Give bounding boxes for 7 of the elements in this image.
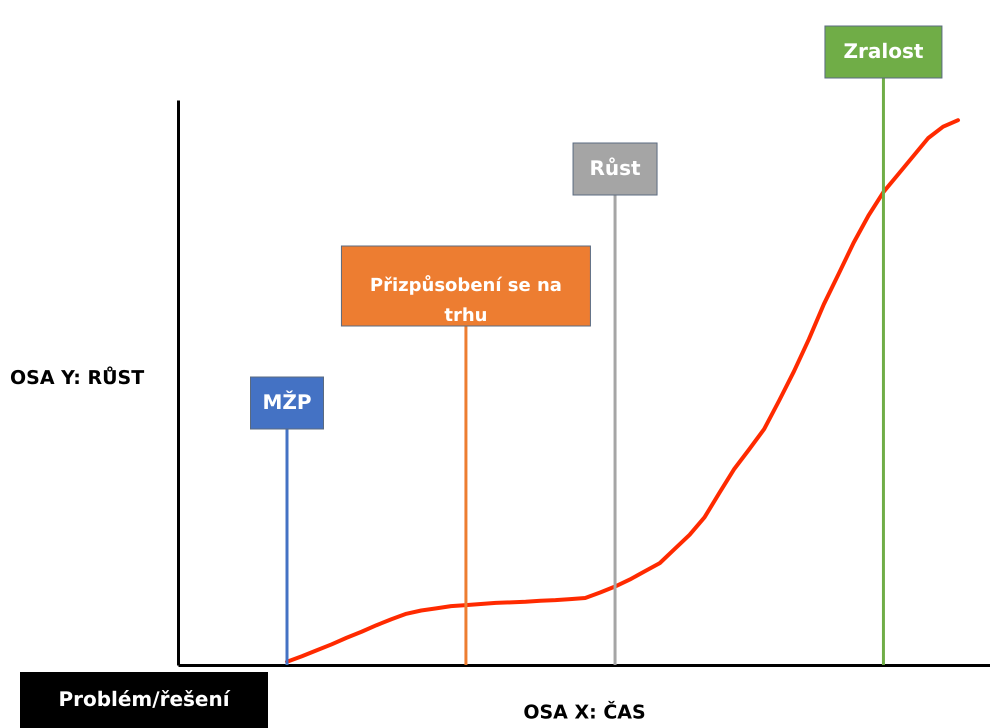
text: Zralost	[843, 39, 924, 63]
annotation: MŽP	[262, 390, 312, 414]
text: OSA Y: RŮST	[10, 366, 144, 389]
x-axis-title: OSA X: ČAS	[523, 700, 646, 724]
annotation: Přizpůsobení se na trhu	[370, 275, 562, 326]
annotation: Růst	[589, 156, 642, 180]
text: Problém/řešení	[58, 687, 231, 711]
